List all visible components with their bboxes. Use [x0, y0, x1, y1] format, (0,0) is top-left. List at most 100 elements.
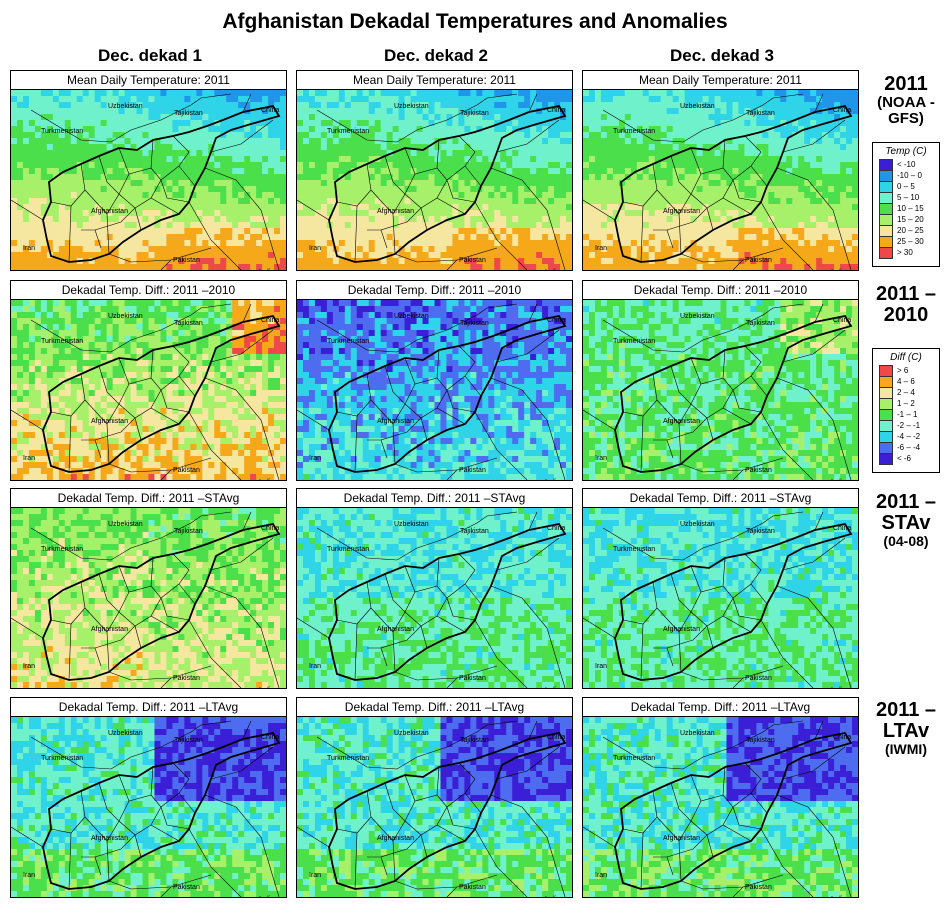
- legend-label: 20 – 25: [897, 226, 924, 235]
- province-border: [436, 197, 466, 215]
- country-border: [528, 720, 538, 740]
- province-border: [690, 794, 734, 836]
- legend-item: 0 – 5: [873, 180, 939, 193]
- province-border: [118, 794, 162, 836]
- country-border: [108, 247, 212, 263]
- afghanistan-outline: [328, 731, 567, 890]
- province-border: [750, 792, 768, 814]
- legend-label: < -10: [897, 160, 916, 169]
- province-border: [666, 417, 708, 441]
- place-label-tajikistan: Tajikistan: [174, 528, 203, 535]
- province-border: [640, 623, 644, 681]
- province-border: [732, 135, 762, 181]
- place-label-pakistan: Pakistan: [459, 257, 486, 264]
- province-border: [404, 377, 448, 419]
- map-panel: Dekadal Temp. Diff.: 2011 –STAvg Uzbekist…: [10, 488, 287, 689]
- place-label-afghanistan: Afghanistan: [663, 208, 700, 215]
- temperature-legend: Temp (C) < -10 -10 – 0 0 – 5 5 – 10 10 – 15 1…: [872, 142, 940, 267]
- legend-label: -6 – -4: [897, 443, 921, 452]
- place-label-uzbekistan: Uzbekistan: [680, 103, 715, 110]
- province-border: [160, 553, 190, 599]
- temperature-map: Uzbekistan Tajikistan China Turkmenistan Afg…: [583, 90, 858, 270]
- place-label-uzbekistan: Uzbekistan: [680, 730, 715, 737]
- raster-cells: [583, 508, 858, 688]
- country-border: [490, 585, 566, 688]
- place-label-afghanistan: Afghanistan: [663, 418, 700, 425]
- place-label-uzbekistan: Uzbekistan: [394, 521, 429, 528]
- province-border: [404, 766, 440, 802]
- row-label-3-sub: (04-08): [883, 533, 929, 549]
- country-border: [760, 201, 814, 270]
- place-label-turkmenistan: Turkmenistan: [327, 128, 369, 135]
- country-border: [188, 828, 242, 897]
- country-border: [732, 469, 744, 480]
- country-border: [108, 874, 212, 890]
- place-label-china: China: [261, 317, 279, 324]
- map-panel-title: Mean Daily Temperature: 2011: [11, 71, 286, 90]
- province-border: [653, 229, 674, 249]
- province-border: [50, 373, 86, 417]
- country-border: [814, 511, 824, 531]
- place-label-tajikistan: Tajikistan: [460, 320, 489, 327]
- country-border: [496, 537, 560, 571]
- country-border: [528, 303, 538, 323]
- province-border: [732, 762, 762, 808]
- place-label-turkmenistan: Turkmenistan: [327, 546, 369, 553]
- province-border: [404, 557, 440, 593]
- place-label-iran: Iran: [595, 245, 607, 252]
- province-border: [354, 832, 358, 890]
- place-label-pakistan: Pakistan: [745, 257, 772, 264]
- country-border: [316, 522, 478, 561]
- province-border: [420, 417, 428, 441]
- province-border: [118, 557, 154, 593]
- province-border: [464, 375, 482, 397]
- country-border: [583, 826, 616, 848]
- legend-item: 15 – 20: [873, 213, 939, 226]
- province-border: [622, 373, 658, 417]
- legend-item: 4 – 6: [873, 375, 939, 388]
- legend-label: > 30: [897, 248, 913, 257]
- raster-cells: [583, 300, 858, 480]
- province-border: [750, 583, 768, 605]
- country-border: [160, 259, 172, 270]
- place-label-turkmenistan: Turkmenistan: [41, 755, 83, 762]
- afghanistan-outline: [614, 104, 853, 263]
- legend-label: 5 – 10: [897, 193, 920, 202]
- country-border: [782, 119, 846, 153]
- province-border: [81, 229, 102, 249]
- country-border: [496, 119, 560, 153]
- country-border: [760, 619, 814, 688]
- place-label-afghanistan: Afghanistan: [377, 418, 414, 425]
- province-border: [640, 832, 644, 890]
- province-border: [94, 834, 136, 858]
- province-border: [367, 647, 388, 667]
- province-border: [446, 806, 476, 830]
- map-panel: Dekadal Temp. Diff.: 2011 –STAvg Uzbekist…: [582, 488, 859, 689]
- province-border: [392, 423, 396, 465]
- country-border: [602, 314, 764, 353]
- row-label-4-sub: (IWMI): [885, 741, 927, 757]
- province-border: [336, 790, 372, 834]
- temperature-map: Uzbekistan Tajikistan China Turkmenistan Afg…: [297, 300, 572, 480]
- province-border: [706, 625, 714, 649]
- province-border: [750, 165, 768, 187]
- temperature-map: Uzbekistan Tajikistan China Turkmenistan Afg…: [297, 717, 572, 897]
- difference-legend: Diff (C) > 6 4 – 6 2 – 4 1 – 2 -1 – 1 -2 – -1…: [872, 348, 940, 473]
- country-border: [190, 303, 232, 316]
- province-border: [666, 207, 708, 231]
- map-panel-title: Dekadal Temp. Diff.: 2011 –2010: [583, 281, 858, 300]
- country-border: [583, 199, 616, 221]
- place-label-india: India: [259, 896, 274, 897]
- country-border: [188, 201, 242, 270]
- legend-item: -6 – -4: [873, 441, 939, 454]
- province-border: [106, 423, 110, 465]
- province-border: [420, 834, 428, 858]
- country-border: [490, 377, 566, 480]
- country-border: [476, 303, 518, 316]
- place-label-india: India: [259, 479, 274, 480]
- map-panel: Dekadal Temp. Diff.: 2011 –2010 Uzbekista…: [296, 280, 573, 481]
- province-border: [404, 349, 440, 385]
- province-border: [690, 585, 734, 627]
- province-border: [732, 345, 762, 391]
- country-border: [210, 746, 274, 780]
